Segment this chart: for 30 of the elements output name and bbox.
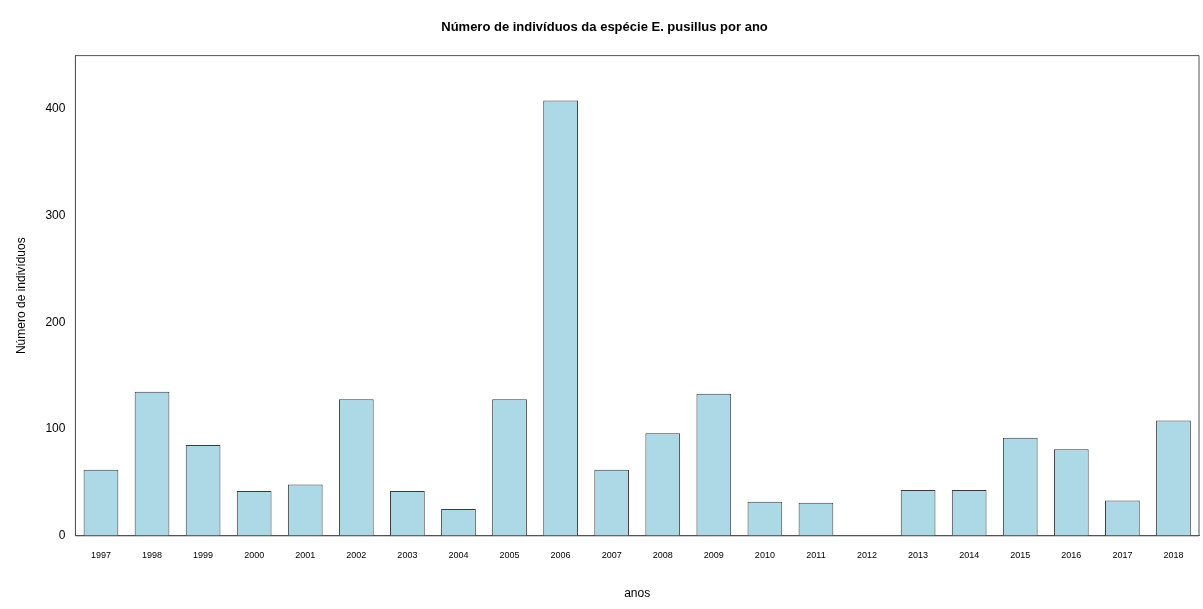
x-tick-label: 2003 [397, 549, 418, 560]
x-tick-label: 2011 [806, 549, 826, 560]
x-tick-label: 2014 [959, 549, 980, 560]
x-tick-label: 2001 [295, 549, 316, 560]
x-tick-label: 2013 [908, 549, 929, 560]
x-tick-label: 2007 [601, 549, 622, 560]
x-tick-label: 2000 [244, 549, 265, 560]
x-tick-label: 2009 [703, 549, 724, 560]
x-tick-label: 2010 [754, 549, 775, 560]
x-axis-title: anos [624, 586, 651, 601]
x-tick-label: 1999 [193, 549, 214, 560]
x-tick-label: 1998 [142, 549, 163, 560]
y-tick-label: 400 [45, 101, 66, 116]
x-tick-label: 2005 [499, 549, 520, 560]
y-tick-label: 0 [58, 528, 66, 543]
y-axis-title: Número de indivíduos [13, 237, 28, 355]
x-tick-label: 2012 [857, 549, 878, 560]
x-tick-label: 2017 [1112, 549, 1133, 560]
y-tick-label: 200 [45, 314, 66, 329]
y-tick-label: 300 [45, 207, 66, 222]
x-tick-label: 2018 [1163, 549, 1184, 560]
x-tick-label: 2006 [550, 549, 571, 560]
x-tick-label: 2008 [652, 549, 673, 560]
chart-title: Número de indivíduos da espécie E. pusillus por ano [441, 19, 768, 35]
x-tick-label: 1997 [90, 549, 111, 560]
x-tick-label: 2004 [448, 549, 469, 560]
x-tick-label: 2015 [1010, 549, 1031, 560]
x-tick-label: 2016 [1061, 549, 1082, 560]
y-tick-label: 100 [45, 421, 66, 436]
x-tick-label: 2002 [346, 549, 367, 560]
